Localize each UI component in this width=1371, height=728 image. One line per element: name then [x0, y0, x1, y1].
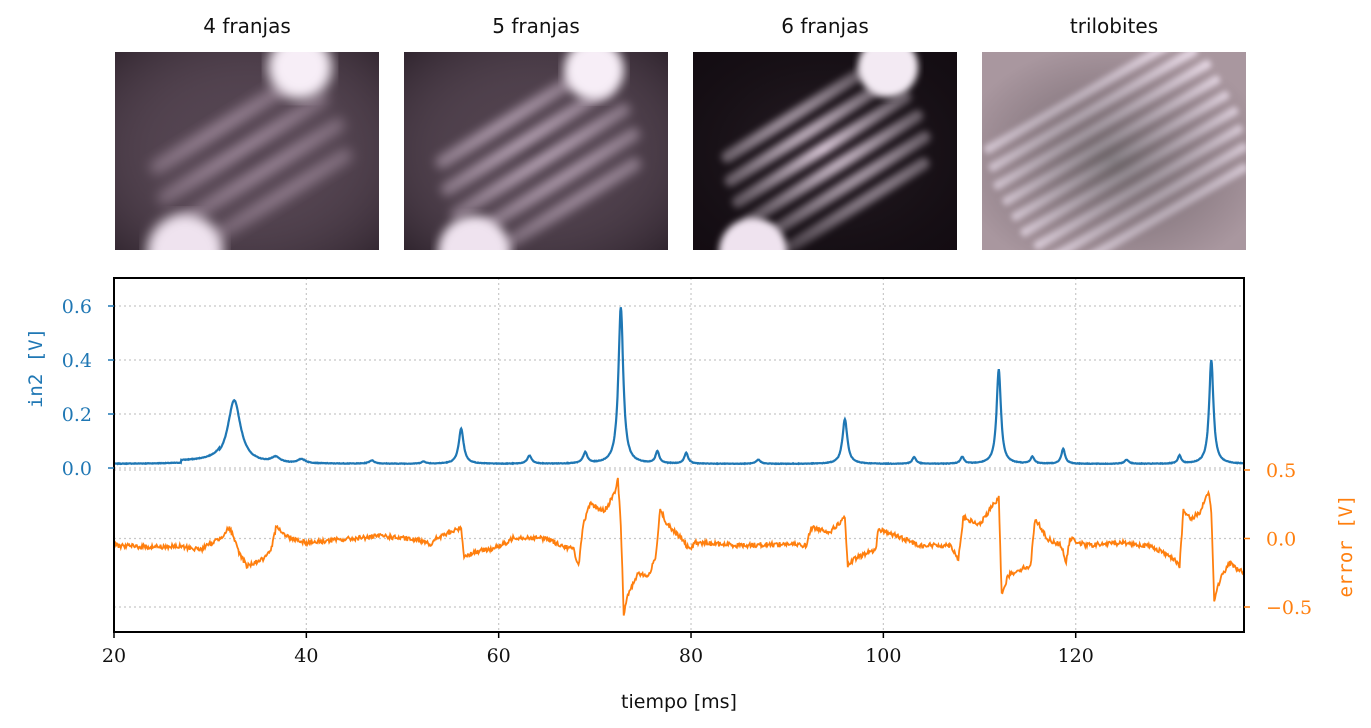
y-tick-label-left: 0.4 [62, 350, 92, 372]
y-axis-label-right: error [V] [1335, 495, 1357, 598]
y-axis-label-left: in2 [V] [25, 328, 47, 408]
panel-title-4: trilobites [1069, 14, 1159, 38]
series-error-line [113, 477, 1245, 616]
plot-frame [113, 277, 1245, 633]
y-tick-label-left: 0.6 [62, 296, 92, 318]
y-tick-label-left: 0.0 [62, 458, 92, 480]
fringe-image-5 [404, 52, 668, 250]
x-tick-label: 40 [294, 645, 318, 667]
fringe-image-4 [115, 52, 379, 250]
panel-title-3: 6 franjas [781, 14, 869, 38]
x-tick-label: 20 [102, 645, 126, 667]
y-tick-label-right: 0.0 [1266, 529, 1296, 551]
series-in2-line [113, 307, 1245, 466]
x-tick-label: 100 [865, 645, 901, 667]
y-tick-label-right: −0.5 [1266, 597, 1312, 619]
x-tick-label: 120 [1058, 645, 1094, 667]
x-axis-label: tiempo [ms] [621, 691, 737, 713]
y-tick-label-right: 0.5 [1266, 460, 1296, 482]
y-tick-label-left: 0.2 [62, 404, 92, 426]
x-tick-label: 60 [487, 645, 511, 667]
series-layer [113, 307, 1245, 616]
panel-title-1: 4 franjas [203, 14, 291, 38]
tick-layer: 20 40 60 80 100 120 0.0 0.2 0.4 0.6 −0.5 0.0 0.5 [62, 296, 1312, 667]
x-tick-label: 80 [679, 645, 703, 667]
panel-title-2: 5 franjas [492, 14, 580, 38]
grid-layer [113, 278, 1244, 632]
fringe-image-trilobites [982, 52, 1246, 250]
fringe-image-6 [693, 52, 957, 250]
